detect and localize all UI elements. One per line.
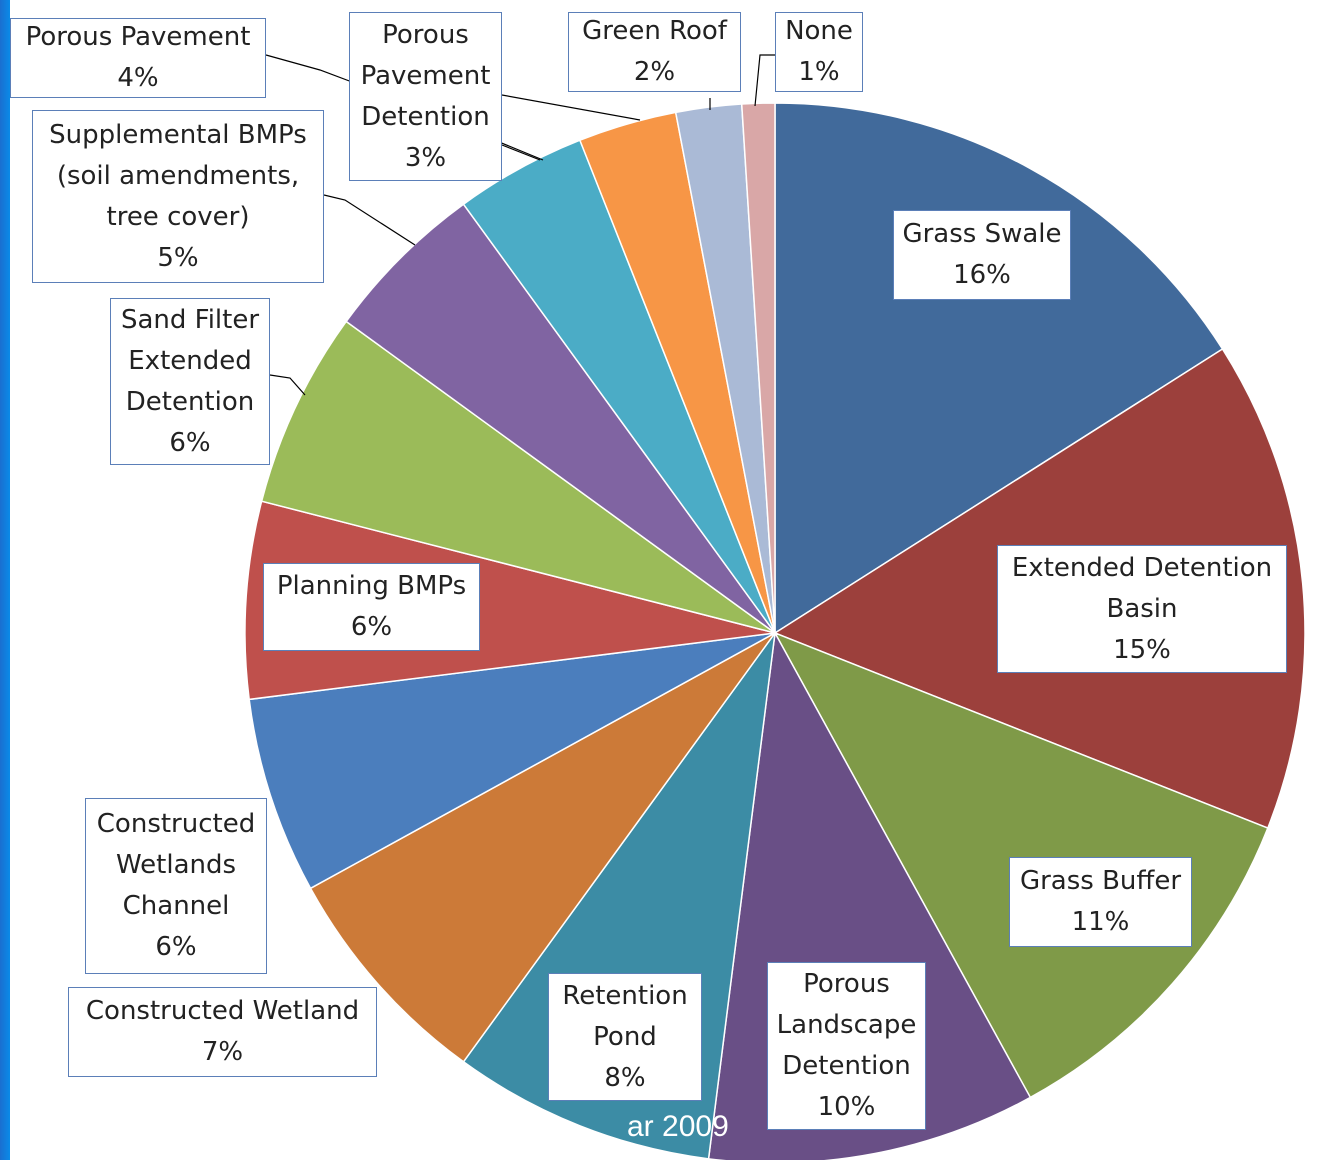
slice-name: Porous Pavement Detention (360, 19, 491, 132)
leader-line (269, 374, 306, 396)
slice-value: 1% (798, 57, 840, 87)
data-label: Retention Pond 8% (548, 973, 702, 1101)
slice-name: Constructed Wetland (85, 996, 360, 1026)
slice-value: 15% (1113, 634, 1171, 665)
data-label: Porous Pavement 4% (10, 18, 266, 98)
data-label: Green Roof 2% (568, 12, 741, 92)
slice-value: 2% (633, 57, 676, 87)
data-label: Porous Landscape Detention 10% (767, 962, 926, 1130)
leader-line (501, 94, 641, 121)
slice-name: Extended Detention Basin (1011, 552, 1273, 624)
slice-value: 6% (169, 427, 211, 458)
slice-name: Grass Buffer (1019, 866, 1182, 896)
data-label: Grass Swale 16% (893, 210, 1071, 300)
slice-name: Retention Pond (562, 980, 688, 1052)
slice-value: 8% (604, 1062, 646, 1093)
pie-slice (260, 320, 776, 634)
slice-name: Planning BMPs (276, 571, 467, 601)
slice-name: Porous Pavement (25, 22, 251, 52)
pie-slice (345, 203, 776, 634)
slice-value: 5% (157, 242, 199, 273)
slice-value: 16% (953, 260, 1011, 290)
data-label: Grass Buffer 11% (1009, 857, 1192, 947)
data-label: Constructed Wetland 7% (68, 987, 377, 1077)
data-label: Sand Filter Extended Detention 6% (110, 298, 270, 465)
slice-value: 6% (350, 612, 393, 642)
data-label: Planning BMPs 6% (263, 563, 480, 651)
leader-line (754, 54, 775, 107)
data-label: Supplemental BMPs (soil amendments, tree… (32, 110, 324, 283)
pie-slice (740, 102, 776, 634)
pie-slice (774, 102, 1224, 635)
pie-slice (309, 632, 776, 1063)
data-label: None 1% (775, 12, 863, 92)
data-label: Constructed Wetlands Channel 6% (85, 798, 267, 974)
slice-name: Sand Filter Extended Detention (120, 304, 260, 417)
slice-name: Grass Swale (902, 219, 1062, 249)
pie-slice (248, 632, 776, 890)
slice-name: Constructed Wetlands Channel (96, 809, 256, 921)
slice-value: 7% (201, 1037, 244, 1067)
data-label: Porous Pavement Detention 3% (349, 12, 502, 181)
data-label: Extended Detention Basin 15% (997, 545, 1287, 673)
slice-value: 6% (155, 932, 197, 962)
slice-value: 11% (1071, 907, 1130, 937)
leader-line (323, 194, 416, 246)
slice-name: Supplemental BMPs (soil amendments, tree… (49, 119, 307, 232)
footer-text: ar 2009 (627, 1110, 729, 1143)
slice-name: None (785, 16, 853, 46)
slice-value: 4% (117, 63, 159, 93)
slice-name: Porous Landscape Detention (776, 969, 917, 1081)
slice-name: Green Roof (582, 16, 727, 46)
leader-line (501, 144, 541, 161)
slice-value: 3% (404, 142, 447, 173)
slice-value: 10% (817, 1092, 876, 1122)
